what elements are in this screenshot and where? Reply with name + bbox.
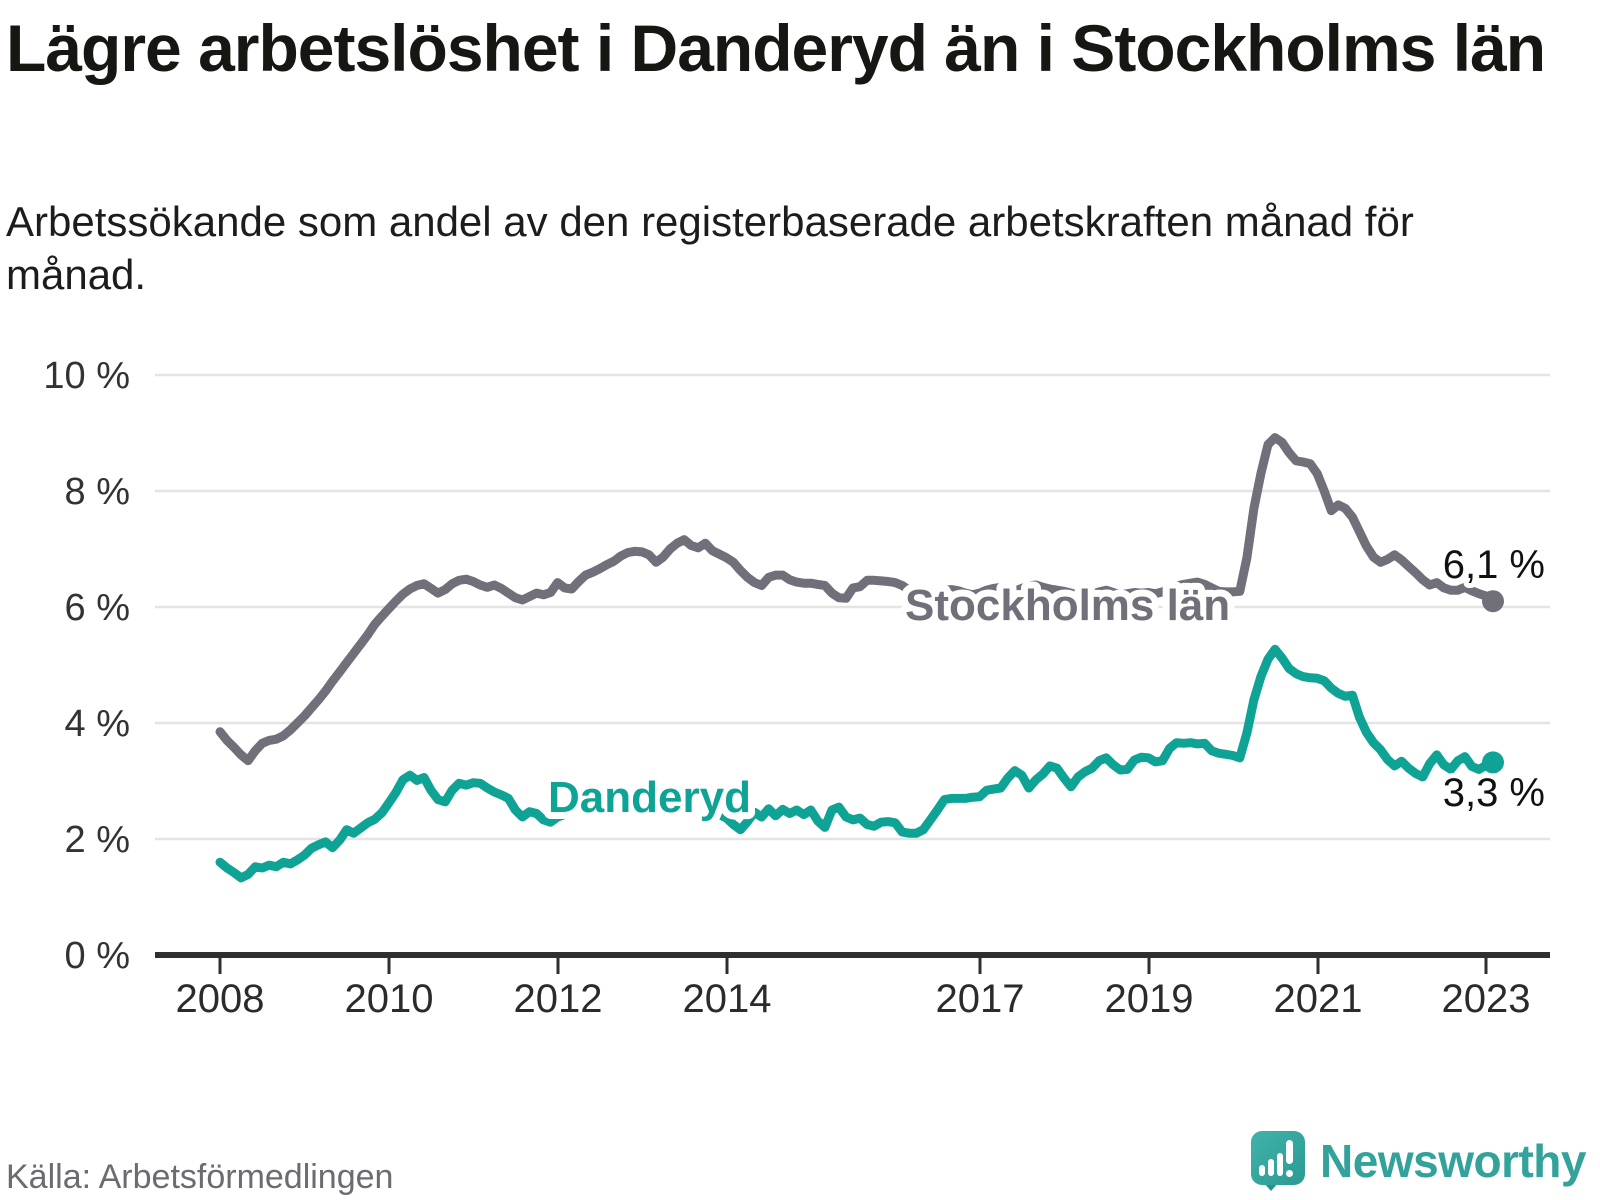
end-dot-stockholms-l-n xyxy=(1482,590,1504,613)
y-tick-label: 0 % xyxy=(65,935,130,977)
x-tick-label: 2012 xyxy=(514,977,603,1021)
end-dot-danderyd xyxy=(1482,751,1504,774)
y-tick-label: 10 % xyxy=(43,355,130,397)
newsworthy-logo: Newsworthy xyxy=(1250,1130,1586,1192)
source-note: Källa: Arbetsförmedlingen xyxy=(6,1158,394,1196)
y-tick-label: 4 % xyxy=(65,703,130,745)
x-axis: 2008 2010 2012 2014 2017 2019 2021 2023 xyxy=(155,952,1550,1021)
x-tick-label: 2019 xyxy=(1105,977,1194,1021)
end-value-label-danderyd: 3,3 % xyxy=(1443,771,1545,815)
x-tick-label: 2017 xyxy=(936,977,1025,1021)
line-danderyd xyxy=(215,644,1498,883)
y-tick-label: 2 % xyxy=(65,819,130,861)
line-stockholms-l-n xyxy=(215,433,1498,766)
x-tick-label: 2021 xyxy=(1274,977,1363,1021)
end-value-label-stockholms-lan: 6,1 % xyxy=(1443,543,1545,587)
series-label-danderyd: Danderyd xyxy=(548,773,751,822)
newsworthy-speech-bubble-barchart-icon xyxy=(1251,1131,1306,1191)
y-tick-label: 6 % xyxy=(65,587,130,629)
series-label-stockholms-lan: Stockholms län xyxy=(905,581,1230,630)
x-tick-label: 2008 xyxy=(176,977,265,1021)
page-title: Lägre arbetslöshet i Danderyd än i Stock… xyxy=(6,11,1546,85)
x-tick-label: 2010 xyxy=(345,977,434,1021)
x-tick-label: 2014 xyxy=(683,977,772,1021)
newsworthy-wordmark: Newsworthy xyxy=(1320,1135,1586,1187)
y-tick-label: 8 % xyxy=(65,471,130,513)
series-lines xyxy=(215,433,1504,883)
chart-subtitle: Arbetssökande som andel av den registerb… xyxy=(6,198,1414,298)
gridlines xyxy=(155,373,1550,841)
y-axis-labels: 10 % 8 % 6 % 4 % 2 % 0 % xyxy=(43,355,130,977)
x-tick-label: 2023 xyxy=(1442,977,1531,1021)
